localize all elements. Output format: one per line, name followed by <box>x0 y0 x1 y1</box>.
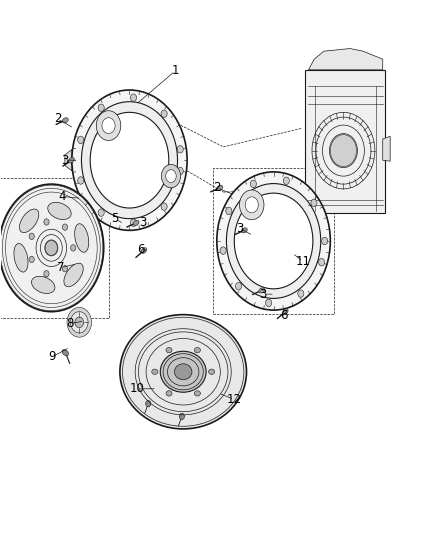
Text: 6: 6 <box>280 309 287 322</box>
Circle shape <box>250 180 256 188</box>
Circle shape <box>179 413 184 419</box>
Circle shape <box>226 183 321 298</box>
Circle shape <box>265 299 272 306</box>
Circle shape <box>234 193 313 289</box>
Circle shape <box>161 110 167 117</box>
Ellipse shape <box>194 348 201 353</box>
Ellipse shape <box>62 118 68 123</box>
Circle shape <box>98 104 104 111</box>
Ellipse shape <box>194 391 201 396</box>
Ellipse shape <box>69 157 74 163</box>
Ellipse shape <box>160 351 206 392</box>
Circle shape <box>0 184 104 312</box>
Text: 3: 3 <box>62 154 69 167</box>
Circle shape <box>81 102 177 219</box>
Text: 1: 1 <box>172 64 179 77</box>
Ellipse shape <box>166 348 172 353</box>
Circle shape <box>236 282 242 290</box>
Ellipse shape <box>19 209 39 232</box>
Ellipse shape <box>120 314 247 429</box>
Ellipse shape <box>283 309 288 314</box>
Circle shape <box>29 256 34 263</box>
Text: 5: 5 <box>111 212 119 225</box>
Polygon shape <box>65 150 72 171</box>
Circle shape <box>245 197 258 213</box>
Circle shape <box>78 136 84 143</box>
Circle shape <box>321 237 328 245</box>
Circle shape <box>161 165 180 188</box>
Ellipse shape <box>62 350 68 356</box>
Circle shape <box>96 111 121 141</box>
Ellipse shape <box>152 369 158 374</box>
Text: 8: 8 <box>66 318 74 330</box>
Circle shape <box>220 247 226 254</box>
Circle shape <box>131 94 137 101</box>
Ellipse shape <box>48 203 71 220</box>
Circle shape <box>78 177 84 184</box>
Circle shape <box>166 169 176 182</box>
Text: 6: 6 <box>137 243 144 256</box>
Ellipse shape <box>32 276 55 294</box>
Ellipse shape <box>241 228 247 233</box>
Circle shape <box>161 203 167 211</box>
Circle shape <box>330 135 357 166</box>
Text: 4: 4 <box>58 190 66 203</box>
Circle shape <box>131 219 137 227</box>
Ellipse shape <box>208 369 215 374</box>
Circle shape <box>311 199 317 207</box>
Text: 2: 2 <box>213 181 221 195</box>
Text: 9: 9 <box>49 350 56 364</box>
Circle shape <box>45 240 57 255</box>
Circle shape <box>62 265 67 272</box>
Circle shape <box>72 90 187 230</box>
Ellipse shape <box>259 288 265 293</box>
Circle shape <box>67 308 92 337</box>
Text: 12: 12 <box>227 393 242 406</box>
Circle shape <box>62 224 67 230</box>
Ellipse shape <box>133 220 139 225</box>
Circle shape <box>71 245 76 251</box>
Circle shape <box>177 167 183 175</box>
Circle shape <box>75 317 84 328</box>
Ellipse shape <box>166 391 172 396</box>
Circle shape <box>146 400 151 407</box>
Circle shape <box>44 271 49 277</box>
Circle shape <box>318 259 325 266</box>
Circle shape <box>240 190 264 220</box>
Circle shape <box>177 146 183 153</box>
Circle shape <box>29 233 34 239</box>
Text: 10: 10 <box>130 382 145 395</box>
Circle shape <box>226 207 232 215</box>
Circle shape <box>90 112 169 208</box>
Circle shape <box>44 219 49 225</box>
Polygon shape <box>308 49 383 70</box>
Ellipse shape <box>217 185 223 190</box>
FancyBboxPatch shape <box>305 70 385 213</box>
Text: 3: 3 <box>259 288 266 301</box>
Ellipse shape <box>141 248 147 254</box>
Text: 3: 3 <box>236 222 244 235</box>
Ellipse shape <box>174 364 192 379</box>
Circle shape <box>71 312 88 333</box>
Circle shape <box>298 290 304 297</box>
Ellipse shape <box>74 224 89 252</box>
Text: 3: 3 <box>139 216 146 229</box>
Text: 11: 11 <box>295 255 311 268</box>
Circle shape <box>217 172 330 310</box>
Circle shape <box>102 118 115 134</box>
Ellipse shape <box>64 263 83 287</box>
Circle shape <box>98 209 104 216</box>
Circle shape <box>283 177 290 184</box>
Ellipse shape <box>14 244 28 272</box>
Polygon shape <box>383 136 390 161</box>
Text: 7: 7 <box>57 261 65 274</box>
Text: 2: 2 <box>54 112 61 125</box>
